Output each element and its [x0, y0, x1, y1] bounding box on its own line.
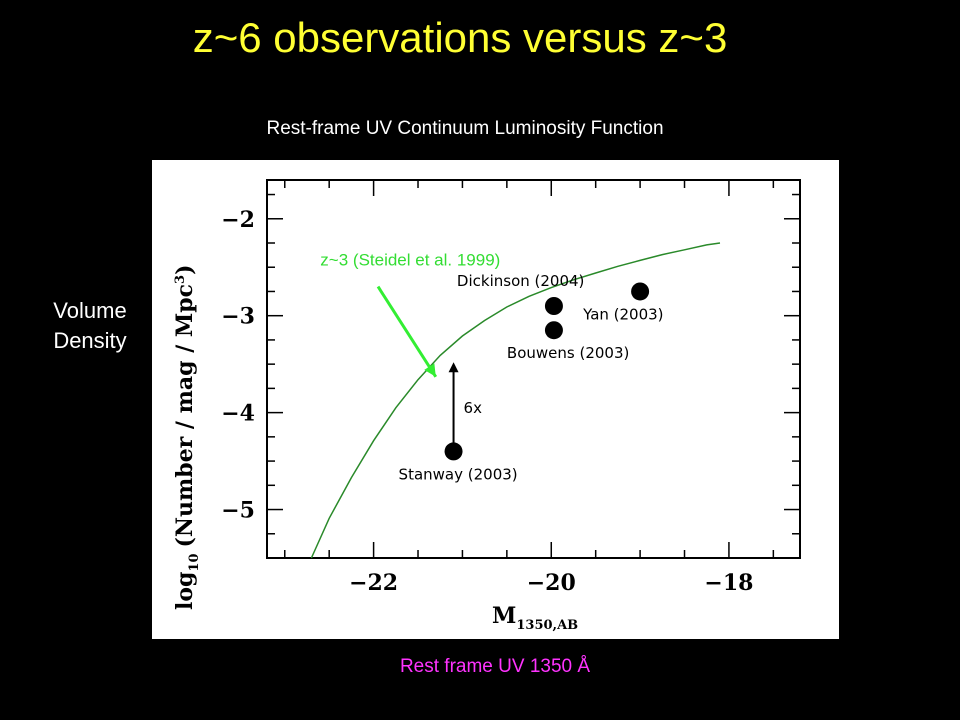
- y-side-label-line2: Density: [53, 328, 127, 353]
- y-axis-label-rest: (Number / mag / Mpc: [172, 284, 198, 548]
- x-tick-label: −22: [349, 570, 398, 596]
- chart-subtitle: Rest-frame UV Continuum Luminosity Funct…: [266, 118, 664, 139]
- chart-panel: −22 −20 −18 −2 −3 −4 −5 6x Dickinson (2004) Bou…: [152, 160, 839, 639]
- data-point: [444, 442, 463, 461]
- x-tick-label: −20: [527, 570, 576, 596]
- curve-label-arrow-shaft: [376, 285, 438, 378]
- data-point: [631, 282, 650, 301]
- x-axis-label-main: M: [492, 603, 516, 629]
- luminosity-function-chart: −22 −20 −18 −2 −3 −4 −5 6x Dickinson (2004) Bou…: [172, 179, 801, 633]
- z3-luminosity-curve: [310, 242, 721, 559]
- x-axis-label-sub: 1350,AB: [516, 618, 578, 633]
- y-side-label: Volume Density: [30, 296, 150, 356]
- y-axis-label-main: log: [172, 572, 198, 610]
- plot-frame: [266, 179, 801, 559]
- y-tick-label: −5: [221, 498, 255, 524]
- arrow-annotation: 6x: [448, 362, 483, 452]
- y-axis-label: log10 (Number / mag / Mpc3): [172, 264, 202, 610]
- data-point-label: Dickinson (2004): [457, 272, 584, 290]
- y-axis-label-sub: 10: [187, 553, 202, 571]
- slide-title: z~6 observations versus z~3: [192, 14, 728, 61]
- data-point: [544, 297, 563, 315]
- x-axis-label: M1350,AB: [492, 603, 578, 633]
- x-tick-label: −18: [704, 570, 753, 596]
- axis-tick-labels: −22 −20 −18 −2 −3 −4 −5: [221, 207, 753, 596]
- x-bottom-label: Rest frame UV 1350 Å: [399, 656, 591, 677]
- y-tick-label: −4: [221, 401, 255, 427]
- data-point-label: Yan (2003): [582, 305, 663, 323]
- factor-arrow-head: [448, 362, 459, 373]
- y-axis-label-close: ): [172, 264, 198, 274]
- data-point-label: Bouwens (2003): [507, 344, 629, 362]
- curve-label-arrow-head: [424, 363, 436, 377]
- curve-label: z~3 (Steidel et al. 1999): [320, 250, 500, 269]
- y-tick-label: −2: [221, 207, 255, 233]
- factor-label: 6x: [464, 399, 483, 417]
- data-point-label: Stanway (2003): [399, 465, 518, 483]
- y-tick-label: −3: [221, 304, 255, 330]
- axis-ticks: [267, 180, 800, 559]
- data-points: Dickinson (2004) Bouwens (2003) Yan (2003)…: [399, 272, 664, 483]
- y-side-label-line1: Volume: [53, 298, 127, 323]
- data-point: [544, 321, 563, 340]
- curve-label-group: z~3 (Steidel et al. 1999): [320, 250, 500, 378]
- y-axis-label-sup: 3: [173, 275, 188, 284]
